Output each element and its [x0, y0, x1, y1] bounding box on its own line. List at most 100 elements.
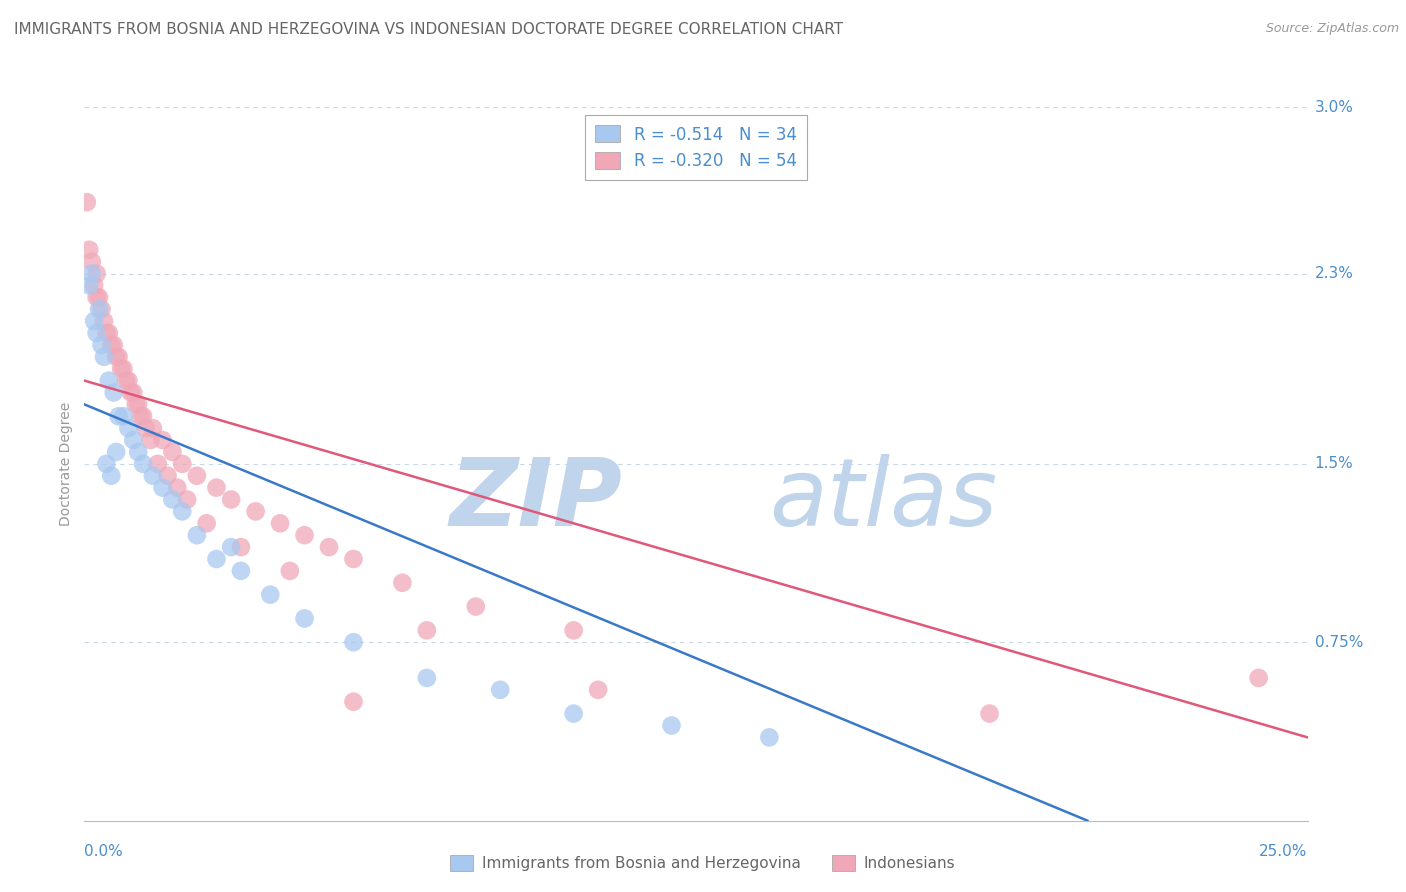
Point [100, 468, 122, 483]
Point [205, 481, 228, 495]
Point [139, 433, 162, 447]
Point [219, 540, 242, 554]
Text: 0.75%: 0.75% [1315, 635, 1362, 649]
Point [83, 314, 105, 328]
Point [86, 290, 108, 304]
Point [93, 350, 115, 364]
Point [229, 540, 252, 554]
Point [294, 611, 316, 625]
Point [135, 421, 157, 435]
Point [93, 314, 115, 328]
Point [132, 457, 155, 471]
Point [186, 528, 208, 542]
Point [77, 278, 100, 293]
Point [176, 492, 198, 507]
Point [127, 397, 149, 411]
Point [120, 385, 142, 400]
Point [117, 421, 139, 435]
Point [86, 267, 108, 281]
Point [122, 385, 145, 400]
Point [342, 552, 364, 566]
Point [156, 468, 179, 483]
Text: IMMIGRANTS FROM BOSNIA AND HERZEGOVINA VS INDONESIAN DOCTORATE DEGREE CORRELATIO: IMMIGRANTS FROM BOSNIA AND HERZEGOVINA V… [14, 22, 844, 37]
Text: ZIP: ZIP [450, 453, 623, 546]
Point [152, 481, 174, 495]
Point [416, 624, 439, 638]
Point [90, 338, 112, 352]
Point [278, 564, 301, 578]
Text: 1.5%: 1.5% [1315, 457, 1354, 471]
Point [117, 374, 139, 388]
Text: Source: ZipAtlas.com: Source: ZipAtlas.com [1265, 22, 1399, 36]
Point [86, 326, 108, 340]
Point [96, 457, 118, 471]
Text: 2.3%: 2.3% [1315, 266, 1354, 281]
Point [105, 350, 128, 364]
Point [229, 564, 252, 578]
Point [87, 290, 110, 304]
Point [76, 195, 98, 210]
Point [294, 528, 316, 542]
Point [245, 504, 267, 518]
Point [103, 385, 125, 400]
Point [112, 409, 135, 424]
Point [586, 682, 609, 697]
Point [269, 516, 291, 531]
Point [100, 338, 122, 352]
Point [464, 599, 486, 614]
Point [1247, 671, 1270, 685]
Point [122, 433, 145, 447]
Point [661, 718, 683, 732]
Point [132, 409, 155, 424]
Y-axis label: Doctorate Degree: Doctorate Degree [59, 401, 73, 526]
Point [142, 421, 165, 435]
Point [115, 374, 138, 388]
Point [416, 671, 439, 685]
Point [112, 361, 135, 376]
Point [172, 457, 194, 471]
Point [979, 706, 1001, 721]
Point [80, 267, 103, 281]
Text: atlas: atlas [769, 454, 998, 545]
Point [342, 635, 364, 649]
Point [110, 361, 132, 376]
Point [96, 326, 118, 340]
Point [342, 695, 364, 709]
Point [87, 302, 110, 317]
Legend: R = -0.514   N = 34, R = -0.320   N = 54: R = -0.514 N = 34, R = -0.320 N = 54 [585, 115, 807, 180]
Point [77, 243, 100, 257]
Point [172, 504, 194, 518]
Point [107, 350, 129, 364]
Point [186, 468, 208, 483]
Point [205, 552, 228, 566]
Point [80, 254, 103, 268]
Point [97, 326, 120, 340]
Point [166, 481, 188, 495]
Point [195, 516, 218, 531]
Point [146, 457, 169, 471]
Point [127, 445, 149, 459]
Point [83, 278, 105, 293]
Point [162, 445, 184, 459]
Point [105, 445, 128, 459]
Text: 0.0%: 0.0% [84, 845, 124, 859]
Point [152, 433, 174, 447]
Point [162, 492, 184, 507]
Point [562, 624, 585, 638]
Point [142, 468, 165, 483]
Text: 3.0%: 3.0% [1315, 100, 1354, 114]
Point [219, 492, 242, 507]
Point [758, 731, 780, 745]
Point [562, 706, 585, 721]
Text: 25.0%: 25.0% [1260, 845, 1308, 859]
Point [103, 338, 125, 352]
Point [97, 374, 120, 388]
Point [129, 409, 152, 424]
Point [259, 588, 281, 602]
Point [489, 682, 512, 697]
Point [125, 397, 148, 411]
Point [318, 540, 340, 554]
Legend: Immigrants from Bosnia and Herzegovina, Indonesians: Immigrants from Bosnia and Herzegovina, … [444, 849, 962, 877]
Point [391, 575, 413, 590]
Point [107, 409, 129, 424]
